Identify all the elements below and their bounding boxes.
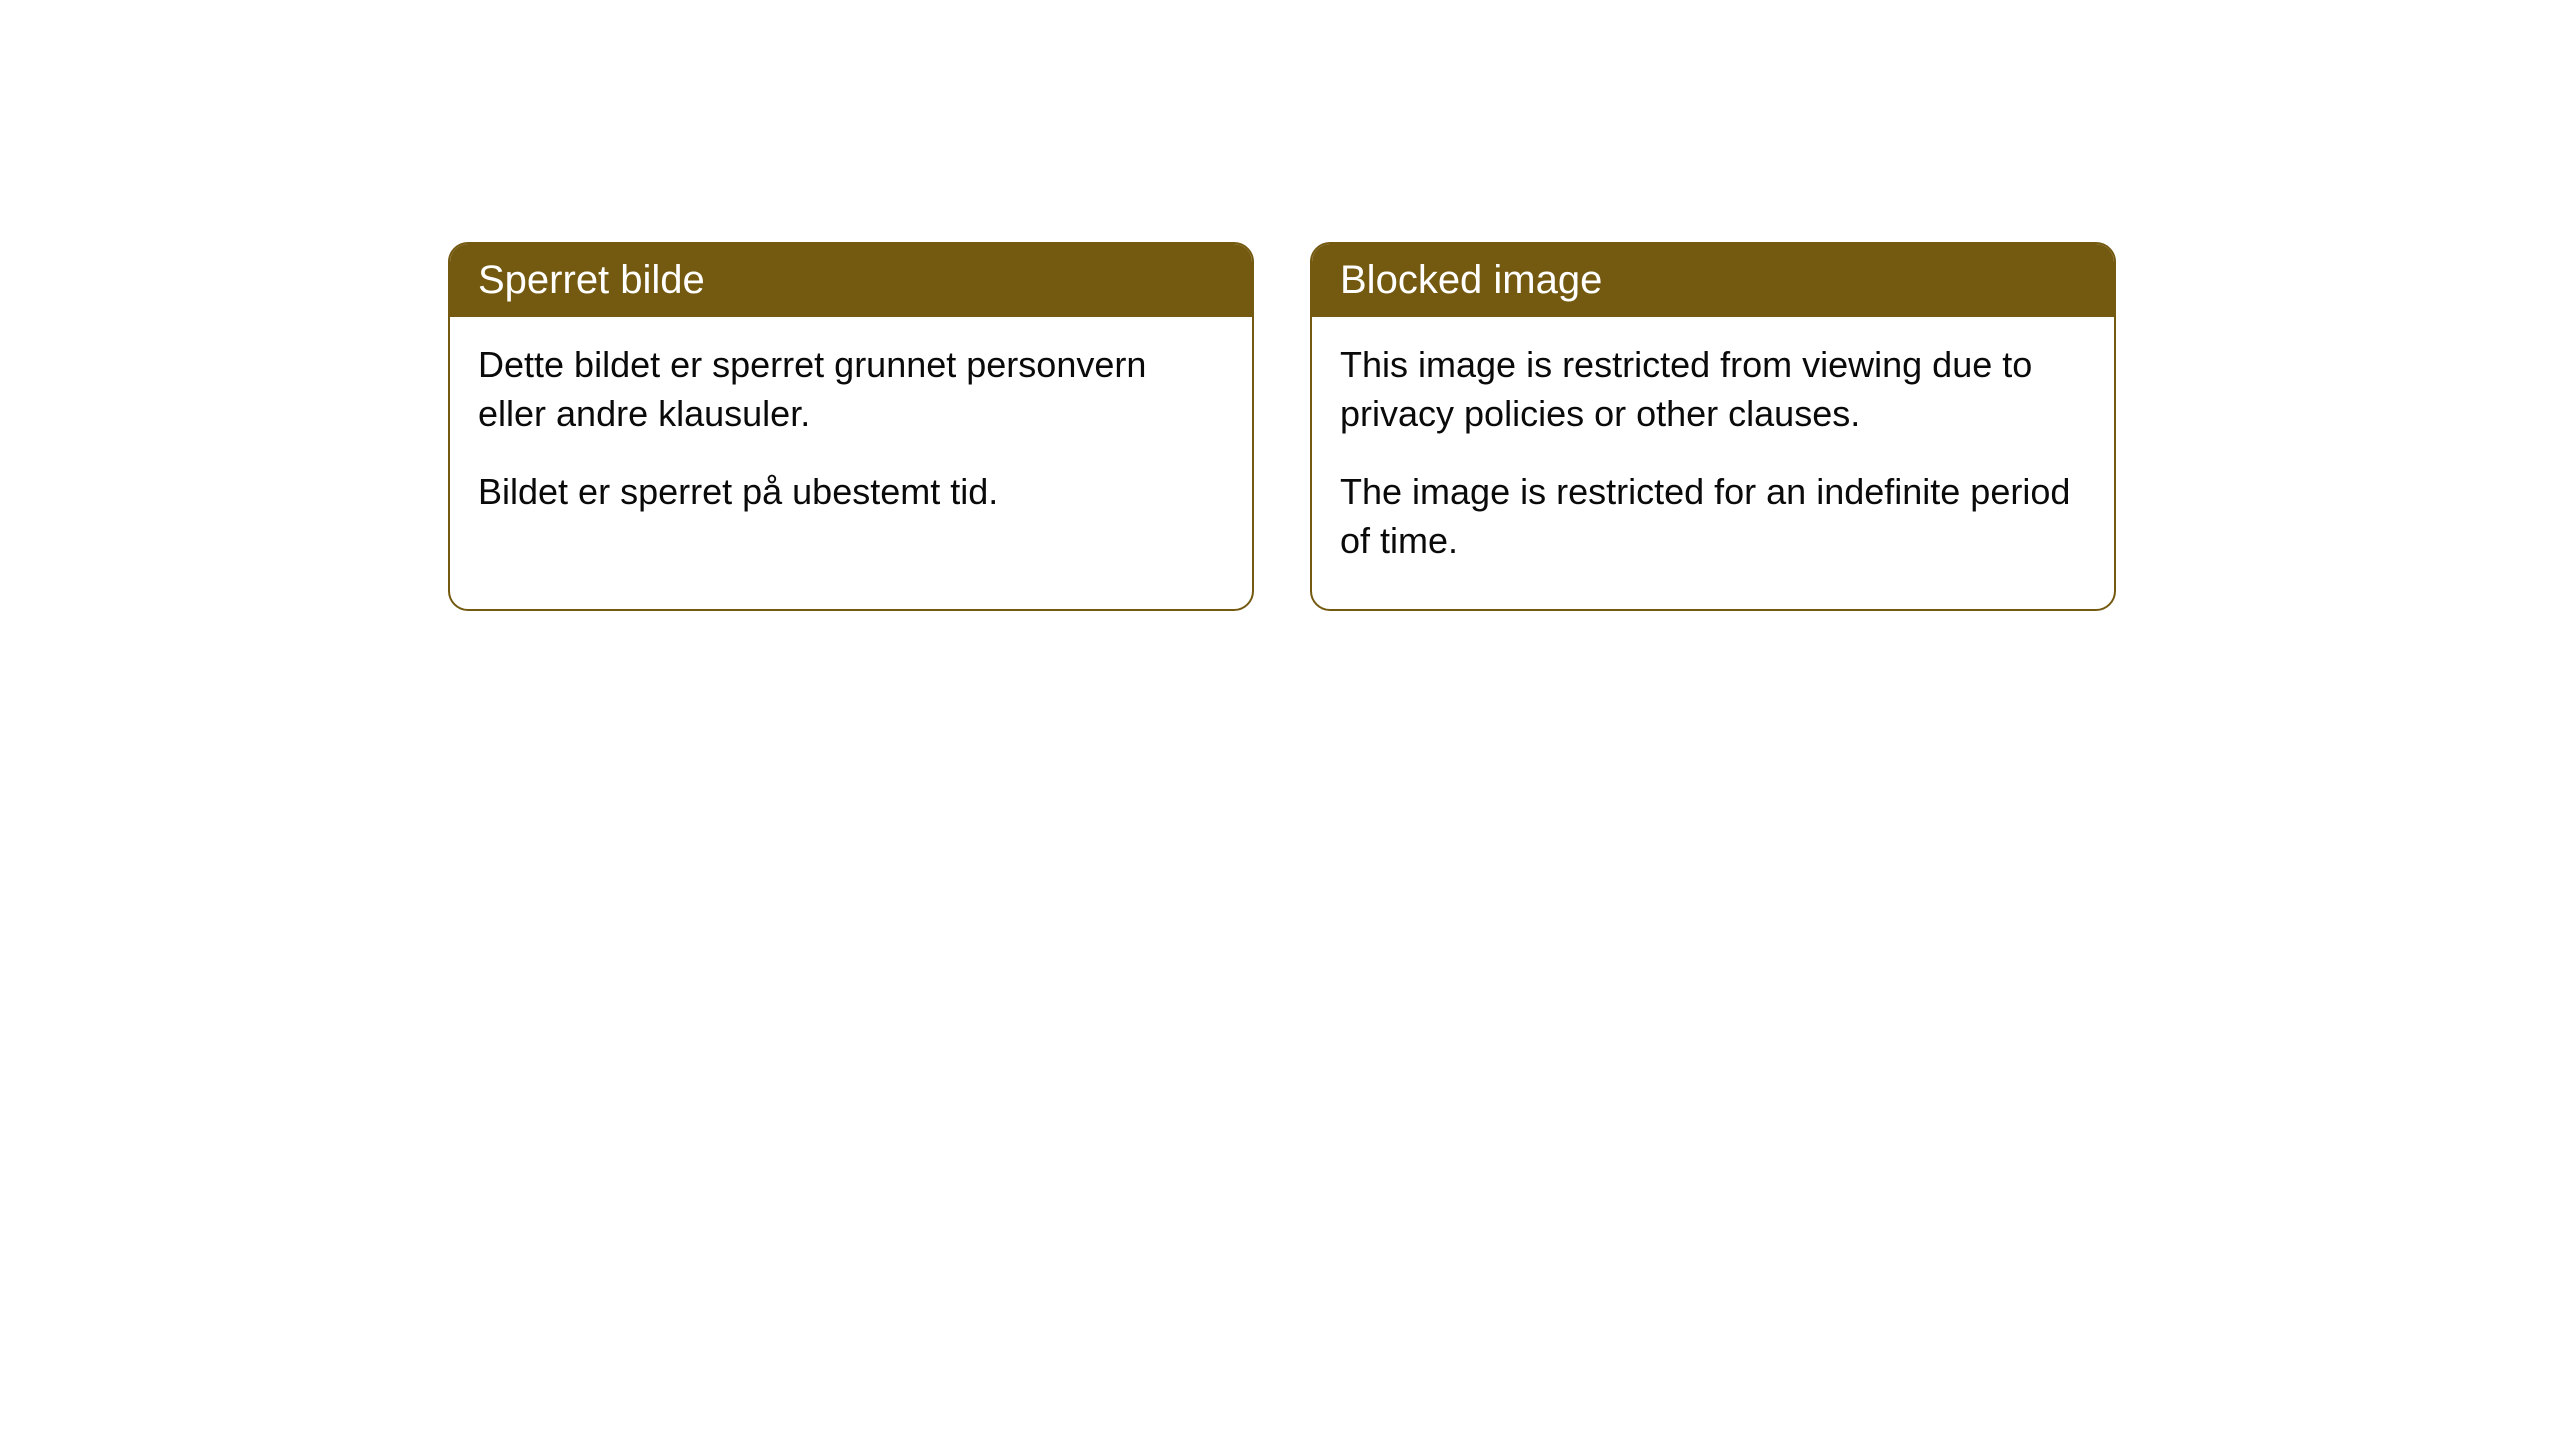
- card-body-norwegian: Dette bildet er sperret grunnet personve…: [450, 317, 1252, 561]
- card-text-norwegian-line2: Bildet er sperret på ubestemt tid.: [478, 468, 1224, 517]
- card-body-english: This image is restricted from viewing du…: [1312, 317, 2114, 609]
- notice-cards-container: Sperret bilde Dette bildet er sperret gr…: [0, 0, 2560, 611]
- card-text-english-line2: The image is restricted for an indefinit…: [1340, 468, 2086, 565]
- card-header-english: Blocked image: [1312, 244, 2114, 317]
- card-text-norwegian-line1: Dette bildet er sperret grunnet personve…: [478, 341, 1224, 438]
- card-header-norwegian: Sperret bilde: [450, 244, 1252, 317]
- card-text-english-line1: This image is restricted from viewing du…: [1340, 341, 2086, 438]
- blocked-image-card-english: Blocked image This image is restricted f…: [1310, 242, 2116, 611]
- blocked-image-card-norwegian: Sperret bilde Dette bildet er sperret gr…: [448, 242, 1254, 611]
